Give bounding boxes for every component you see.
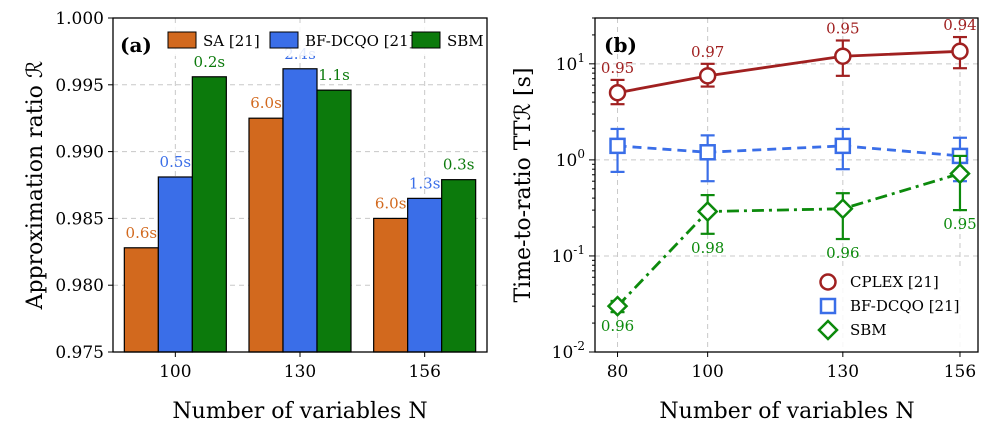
x-tick-label: 130 [827,362,859,382]
panel-b-x-ticks: 80 100 130 156 [607,352,976,382]
data-point [832,197,854,220]
series-line [616,172,961,308]
bar-label: 6.0s [250,94,282,112]
bar [123,247,159,353]
legend-label: CPLEX [21] [850,273,939,291]
panel-b-point-labels: 0.95 0.97 0.95 0.94 0.96 0.98 0.96 0.95 [601,16,977,335]
bar [407,197,443,353]
y-tick-label: 0.990 [55,143,104,163]
panel-b-y-ticks: 10-2 10-1 100 101 [552,17,595,363]
panel-a-x-ticks: 100 130 156 [159,352,441,382]
y-tick-label: 100 [556,147,585,171]
data-point [834,137,852,155]
point-label: 0.97 [691,43,724,61]
data-point [949,162,971,185]
y-tick-label: 0.995 [55,76,104,96]
y-tick-label: 10-1 [552,243,585,267]
panel-b-frame [594,17,979,353]
data-point [951,42,969,61]
bar-label: 0.5s [160,153,192,171]
x-tick-label: 156 [408,362,440,382]
x-tick-label: 156 [944,362,976,382]
panel-a-bar-labels: 0.6s0.5s0.2s6.0s2.4s1.1s6.0s1.3s0.3s [126,45,475,242]
panel-b-legend: CPLEX [21] BF-DCQO [21] SBM [805,268,973,348]
x-tick-label: 100 [159,362,191,382]
legend-label: BF-DCQO [21] [305,32,414,50]
bar [316,89,352,353]
point-label: 0.96 [601,317,634,335]
panel-a-legend: SA [21] BF-DCQO [21] SBM [160,24,484,56]
data-point [699,144,716,161]
data-point [606,295,629,317]
bar [157,176,193,353]
panel-b-series [606,35,971,317]
y-tick-label: 0.985 [55,209,104,229]
point-label: 0.96 [826,244,859,262]
y-tick-label: 101 [556,51,585,75]
bar [441,179,477,353]
legend-marker [817,319,839,341]
x-tick-label: 80 [607,362,629,382]
bar [373,217,409,353]
legend-label: SA [21] [203,32,260,50]
point-label: 0.95 [943,215,976,233]
y-tick-label: 0.980 [55,276,104,296]
panel-b-xlabel: Number of variables N [659,399,914,424]
bar [191,76,227,353]
panel-a: 0.6s0.5s0.2s6.0s2.4s1.1s6.0s1.3s0.3s 0.9… [23,9,488,424]
point-label: 0.98 [691,239,724,257]
y-tick-label: 10-2 [552,339,585,363]
bar-label: 1.1s [318,66,350,84]
point-label: 0.95 [826,19,859,37]
point-label: 0.95 [601,59,634,77]
point-label: 0.94 [943,16,976,34]
bar-label: 1.3s [409,174,441,192]
x-tick-label: 100 [691,362,723,382]
x-tick-label: 130 [284,362,316,382]
bar [282,68,318,353]
y-tick-label: 0.975 [55,343,104,363]
series-line [617,144,961,158]
panel-b-ylabel: Time-to-ratio TTℛ [s] [511,67,536,302]
panel-a-y-ticks: 0.975 0.980 0.985 0.990 0.995 1.000 [55,9,113,363]
legend-label: SBM [447,32,484,50]
legend-swatch [269,31,299,49]
legend-label: SBM [850,321,887,339]
legend-marker [819,297,837,315]
panel-a-xlabel: Number of variables N [172,399,427,424]
bar-label: 0.3s [443,156,475,174]
data-point [696,200,719,223]
panel-a-label: (a) [120,33,152,57]
panel-b: 0.950.970.95 0.940.960.98 0.960.95 10-210-… [511,16,979,424]
data-point [698,67,717,85]
bar [248,117,284,353]
series-line [617,49,961,95]
panel-a-bars [123,68,477,353]
bar-label: 0.6s [126,224,158,242]
legend-swatch [411,31,441,49]
legend-marker [819,273,837,291]
data-point [609,137,626,155]
y-tick-label: 1.000 [55,9,104,29]
bar-label: 6.0s [375,194,407,212]
panel-b-label: (b) [604,33,637,57]
data-point [608,83,627,102]
data-point [834,47,852,65]
panel-a-ylabel: Approximation ratio ℛ [23,61,48,311]
legend-swatch [167,31,197,49]
legend-label: BF-DCQO [21] [850,297,959,315]
bar-label: 0.2s [194,53,226,71]
